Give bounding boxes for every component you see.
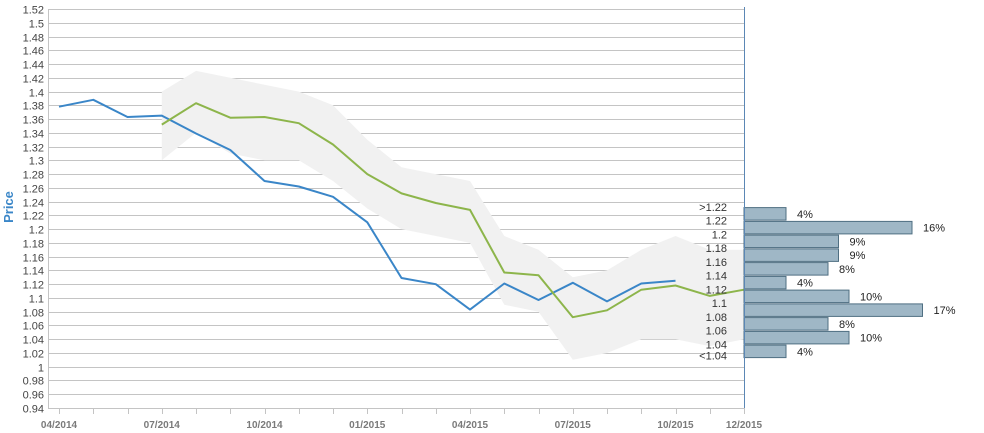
histogram-bar xyxy=(743,344,787,359)
histogram-category-label: 1.1 xyxy=(712,298,727,310)
histogram-bar xyxy=(743,289,850,304)
histogram-category-label: 1.06 xyxy=(706,326,727,338)
y-axis-label: Price xyxy=(1,191,16,223)
histogram-value-label: 9% xyxy=(850,236,866,248)
histogram-value-label: 4% xyxy=(797,278,813,290)
histogram-bar xyxy=(743,303,923,317)
histogram-value-label: 8% xyxy=(839,319,855,331)
y-tick-label: 1.5 xyxy=(29,19,44,31)
histogram-category-label: 1.16 xyxy=(706,257,727,269)
forecast-range-band xyxy=(161,70,745,360)
histogram: >1.221.221.21.181.161.141.121.11.081.061… xyxy=(699,202,956,362)
y-tick-label: 1.38 xyxy=(23,101,44,113)
histogram-bar xyxy=(743,262,829,276)
histogram-bar xyxy=(743,317,829,331)
y-tick-label: 1.34 xyxy=(23,129,44,141)
y-tick-label: 1.22 xyxy=(23,211,44,223)
y-tick-label: 1 xyxy=(38,363,44,375)
x-tick-label: 04/2015 xyxy=(452,420,489,431)
y-tick-label: 1.14 xyxy=(23,266,44,278)
y-tick-label: 1.36 xyxy=(23,115,44,127)
actual-price-line xyxy=(58,98,676,311)
x-tick-label: 10/2015 xyxy=(657,420,694,431)
histogram-value-label: 10% xyxy=(860,333,882,345)
histogram-category-label: 1.22 xyxy=(706,216,727,228)
histogram-bar xyxy=(743,330,850,345)
forecast-price-line xyxy=(161,102,745,319)
histogram-bar xyxy=(743,234,839,249)
y-tick-label: 1.12 xyxy=(23,280,44,292)
histogram-bar xyxy=(743,207,787,221)
y-tick-label: 0.96 xyxy=(23,390,44,402)
histogram-value-label: 8% xyxy=(839,264,855,276)
histogram-value-label: 4% xyxy=(797,346,813,358)
y-tick-label: 0.94 xyxy=(23,404,44,416)
x-tick-label: 10/2014 xyxy=(246,420,283,431)
y-tick-label: 1.24 xyxy=(23,198,44,210)
histogram-bar xyxy=(743,248,839,262)
y-tick-label: 1.2 xyxy=(29,225,44,237)
histogram-category-label: 1.12 xyxy=(706,284,727,296)
histogram-category-label: 1.14 xyxy=(706,271,727,283)
x-tick-label: 12/2015 xyxy=(726,420,763,431)
y-tick-label: 1.08 xyxy=(23,308,44,320)
forecast-band xyxy=(161,70,745,360)
axes: 0.940.960.9811.021.041.061.081.11.121.14… xyxy=(23,5,763,432)
histogram-bar xyxy=(743,275,787,290)
y-tick-label: 1.26 xyxy=(23,184,44,196)
y-tick-label: 1.46 xyxy=(23,46,44,58)
y-tick-label: 1.32 xyxy=(23,143,44,155)
histogram-category-label: 1.04 xyxy=(706,339,727,351)
histogram-category-label: >1.22 xyxy=(699,202,727,214)
y-tick-label: 1.06 xyxy=(23,321,44,333)
y-tick-label: 0.98 xyxy=(23,376,44,388)
x-tick-label: 07/2014 xyxy=(144,420,181,431)
histogram-bar xyxy=(743,220,913,235)
y-tick-label: 1.48 xyxy=(23,33,44,45)
x-tick-label: 01/2015 xyxy=(349,420,386,431)
histogram-category-label: 1.2 xyxy=(712,229,727,241)
series-lines xyxy=(58,98,745,319)
y-tick-label: 1.3 xyxy=(29,156,44,168)
y-tick-label: 1.28 xyxy=(23,170,44,182)
y-tick-label: 1.02 xyxy=(23,349,44,361)
y-tick-label: 1.16 xyxy=(23,253,44,265)
y-tick-label: 1.42 xyxy=(23,74,44,86)
y-tick-label: 1.1 xyxy=(29,294,44,306)
y-tick-label: 1.18 xyxy=(23,239,44,251)
y-tick-label: 1.4 xyxy=(29,88,44,100)
histogram-category-label: <1.04 xyxy=(699,350,727,362)
histogram-value-label: 9% xyxy=(850,250,866,262)
x-tick-label: 07/2015 xyxy=(555,420,592,431)
histogram-category-label: 1.08 xyxy=(706,312,727,324)
histogram-value-label: 4% xyxy=(797,209,813,221)
y-tick-label: 1.44 xyxy=(23,60,44,72)
histogram-value-label: 10% xyxy=(860,291,882,303)
x-tick-label: 04/2014 xyxy=(41,420,78,431)
histogram-value-label: 16% xyxy=(923,223,945,235)
y-tick-label: 1.52 xyxy=(23,5,44,17)
histogram-value-label: 17% xyxy=(934,305,956,317)
y-tick-label: 1.04 xyxy=(23,335,44,347)
histogram-category-label: 1.18 xyxy=(706,243,727,255)
